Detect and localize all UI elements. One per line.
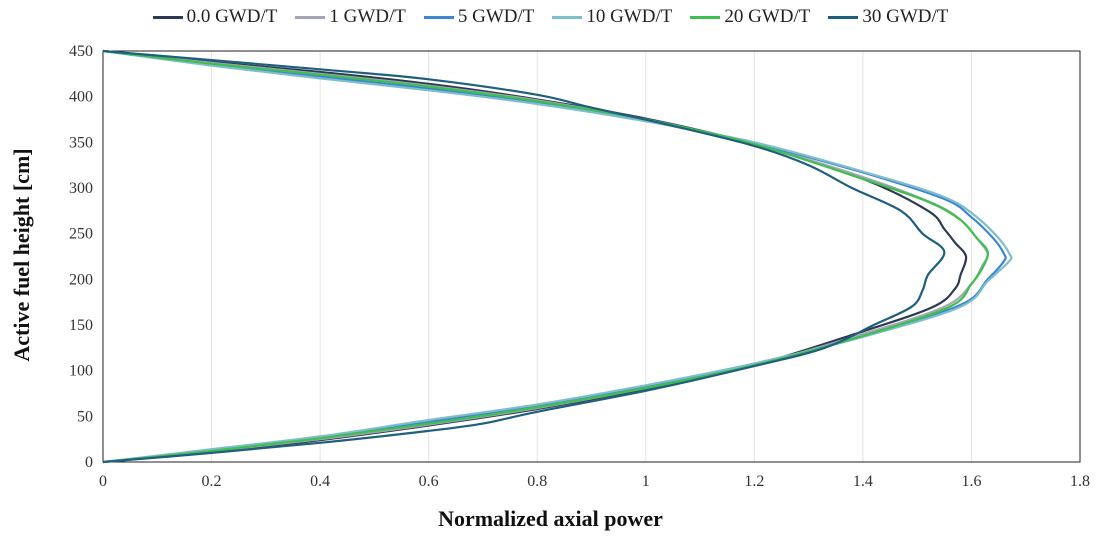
x-tick-label: 1.4 [853, 473, 873, 490]
legend-label: 0.0 GWD/T [186, 6, 278, 27]
y-tick-label: 450 [69, 43, 93, 60]
y-tick-label: 300 [69, 180, 93, 197]
series-line [102, 49, 968, 464]
legend-item: 0.0 GWD/T [152, 6, 278, 28]
legend-swatch [828, 15, 859, 19]
x-axis-title: Normalized axial power [438, 506, 663, 531]
y-tick-label: 400 [69, 89, 93, 106]
y-tick-label: 150 [69, 317, 93, 334]
legend-item: 1 GWD/T [295, 6, 406, 28]
series-line [102, 49, 946, 464]
legend-swatch [690, 15, 721, 19]
legend-item: 20 GWD/T [690, 6, 810, 28]
plot-border [102, 50, 1081, 463]
x-tick-label: 1.2 [744, 473, 764, 490]
legend-swatch [152, 15, 183, 19]
y-tick-label: 200 [69, 271, 93, 288]
series-line [102, 49, 1013, 464]
y-tick-label: 0 [85, 454, 93, 471]
x-tick-label: 0 [99, 473, 107, 490]
legend-label: 1 GWD/T [329, 6, 406, 27]
series-line [102, 49, 1007, 464]
x-tick-label: 1.8 [1070, 473, 1090, 490]
legend: 0.0 GWD/T 1 GWD/T 5 GWD/T 10 GWD/T 20 GWD/T 3… [0, 6, 1101, 28]
legend-swatch [552, 15, 583, 19]
legend-label: 20 GWD/T [724, 6, 811, 27]
x-tick-label: 0.6 [419, 473, 439, 490]
legend-item: 30 GWD/T [828, 6, 948, 28]
y-axis-title: Active fuel height [cm] [9, 148, 34, 362]
x-tick-label: 1 [642, 473, 650, 490]
y-tick-label: 50 [77, 408, 93, 425]
legend-label: 10 GWD/T [586, 6, 673, 27]
legend-label: 30 GWD/T [862, 6, 949, 27]
x-tick-label: 1.6 [961, 473, 981, 490]
y-tick-label: 350 [69, 134, 93, 151]
x-tick-label: 0.4 [310, 473, 330, 490]
x-tick-label: 0.2 [202, 473, 222, 490]
series-line [102, 49, 989, 464]
legend-item: 10 GWD/T [552, 6, 672, 28]
y-tick-label: 250 [69, 226, 93, 243]
x-tick-label: 0.8 [527, 473, 547, 490]
legend-label: 5 GWD/T [457, 6, 535, 27]
legend-item: 5 GWD/T [423, 6, 535, 28]
y-tick-label: 100 [69, 363, 93, 380]
legend-swatch [423, 15, 454, 19]
series-line [102, 49, 989, 464]
legend-swatch [295, 15, 326, 19]
